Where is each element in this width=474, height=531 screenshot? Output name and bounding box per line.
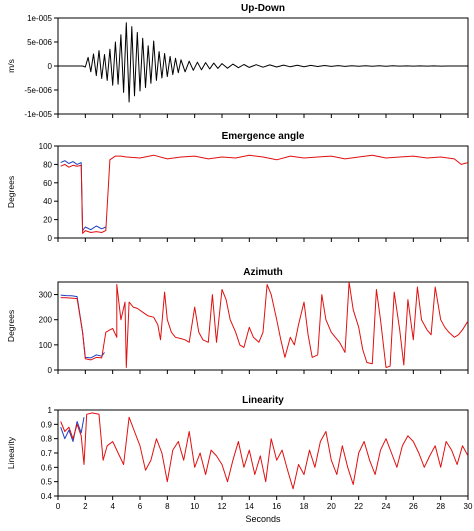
x-tick-label: 22 xyxy=(354,502,363,511)
series-line-1 xyxy=(60,294,105,359)
y-tick-label: 80 xyxy=(43,160,52,169)
y-tick-label: -5e-006 xyxy=(24,86,52,95)
series-line-1 xyxy=(58,22,468,103)
y-tick-label: 0.5 xyxy=(41,478,53,487)
panel-title: Up-Down xyxy=(241,3,285,14)
x-tick-label: 10 xyxy=(190,502,199,511)
x-tick-label: 16 xyxy=(272,502,281,511)
y-tick-label: -1e-005 xyxy=(24,110,52,119)
y-tick-label: 0.7 xyxy=(41,449,53,458)
x-tick-label: 30 xyxy=(464,502,473,511)
series-line-2 xyxy=(60,412,468,490)
series-line-1 xyxy=(60,417,85,442)
x-tick-label: 24 xyxy=(382,502,391,511)
plot-frame xyxy=(57,409,469,497)
y-tick-label: 300 xyxy=(39,291,53,300)
x-tick-label: 8 xyxy=(165,502,170,511)
plot-frame xyxy=(57,281,469,371)
y-tick-label: 100 xyxy=(39,142,53,151)
y-tick-label: 40 xyxy=(43,197,52,206)
y-tick-label: 200 xyxy=(39,316,53,325)
panel-3: Azimuth 0 100 200 300 Degrees xyxy=(6,267,469,375)
panel-2: Emergence angle 0 20 40 60 80 100 Degrees xyxy=(6,131,469,243)
y-tick-label: 60 xyxy=(43,179,52,188)
y-tick-label: 0 xyxy=(48,366,53,375)
x-tick-label: 0 xyxy=(56,502,61,511)
y-tick-label: 0.9 xyxy=(41,420,53,429)
y-tick-label: 20 xyxy=(43,216,52,225)
x-tick-label: 18 xyxy=(300,502,309,511)
y-tick-label: 1e-005 xyxy=(27,14,52,23)
x-tick-label: 26 xyxy=(409,502,418,511)
x-tick-label: 20 xyxy=(327,502,336,511)
y-tick-label: 0 xyxy=(48,234,53,243)
panel-title: Azimuth xyxy=(243,267,282,278)
y-tick-label: 100 xyxy=(39,341,53,350)
x-tick-label: 12 xyxy=(218,502,227,511)
panel-1: Up-Down -1e-005 -5e-006 0 5e-006 1e-005 m/s xyxy=(6,3,469,119)
y-tick-label: 0.8 xyxy=(41,435,53,444)
series-line-1 xyxy=(60,160,107,232)
x-tick-label: 6 xyxy=(138,502,143,511)
y-axis-label: Degrees xyxy=(6,310,16,342)
y-axis-label: Degrees xyxy=(6,176,16,208)
x-tick-label: 2 xyxy=(83,502,88,511)
x-tick-label: 14 xyxy=(245,502,254,511)
y-tick-label: 1 xyxy=(48,406,53,415)
y-axis-label: Linearity xyxy=(6,436,16,469)
series-line-2 xyxy=(60,154,468,234)
y-tick-label: 5e-006 xyxy=(27,38,52,47)
y-tick-label: 0 xyxy=(48,62,53,71)
x-axis-label: Seconds xyxy=(245,514,281,524)
x-tick-label: 4 xyxy=(110,502,115,511)
y-tick-label: 0.4 xyxy=(41,492,53,501)
y-tick-label: 0.6 xyxy=(41,463,53,472)
panel-title: Emergence angle xyxy=(222,131,305,142)
plot-frame xyxy=(57,145,469,239)
series-line-2 xyxy=(60,282,468,368)
panel-title: Linearity xyxy=(242,395,284,406)
y-axis-label: m/s xyxy=(6,59,16,73)
x-tick-label: 28 xyxy=(436,502,445,511)
